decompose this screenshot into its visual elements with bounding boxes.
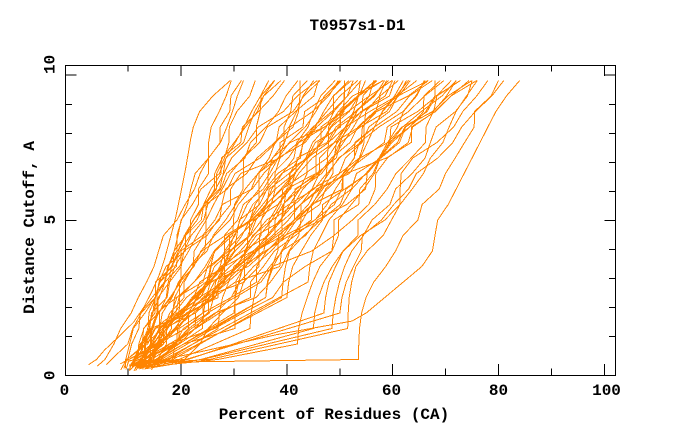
svg-text:60: 60	[382, 382, 401, 400]
svg-text:40: 40	[279, 382, 298, 400]
svg-text:100: 100	[592, 382, 621, 400]
svg-text:20: 20	[171, 382, 190, 400]
svg-text:0: 0	[42, 370, 60, 380]
svg-text:Distance Cutoff, A: Distance Cutoff, A	[21, 141, 39, 314]
svg-text:5: 5	[42, 215, 60, 225]
svg-text:80: 80	[489, 382, 508, 400]
svg-text:10: 10	[41, 55, 59, 74]
svg-text:0: 0	[60, 382, 70, 400]
svg-text:T0957s1-D1: T0957s1-D1	[309, 17, 405, 35]
svg-text:Percent of Residues (CA): Percent of Residues (CA)	[219, 406, 449, 424]
